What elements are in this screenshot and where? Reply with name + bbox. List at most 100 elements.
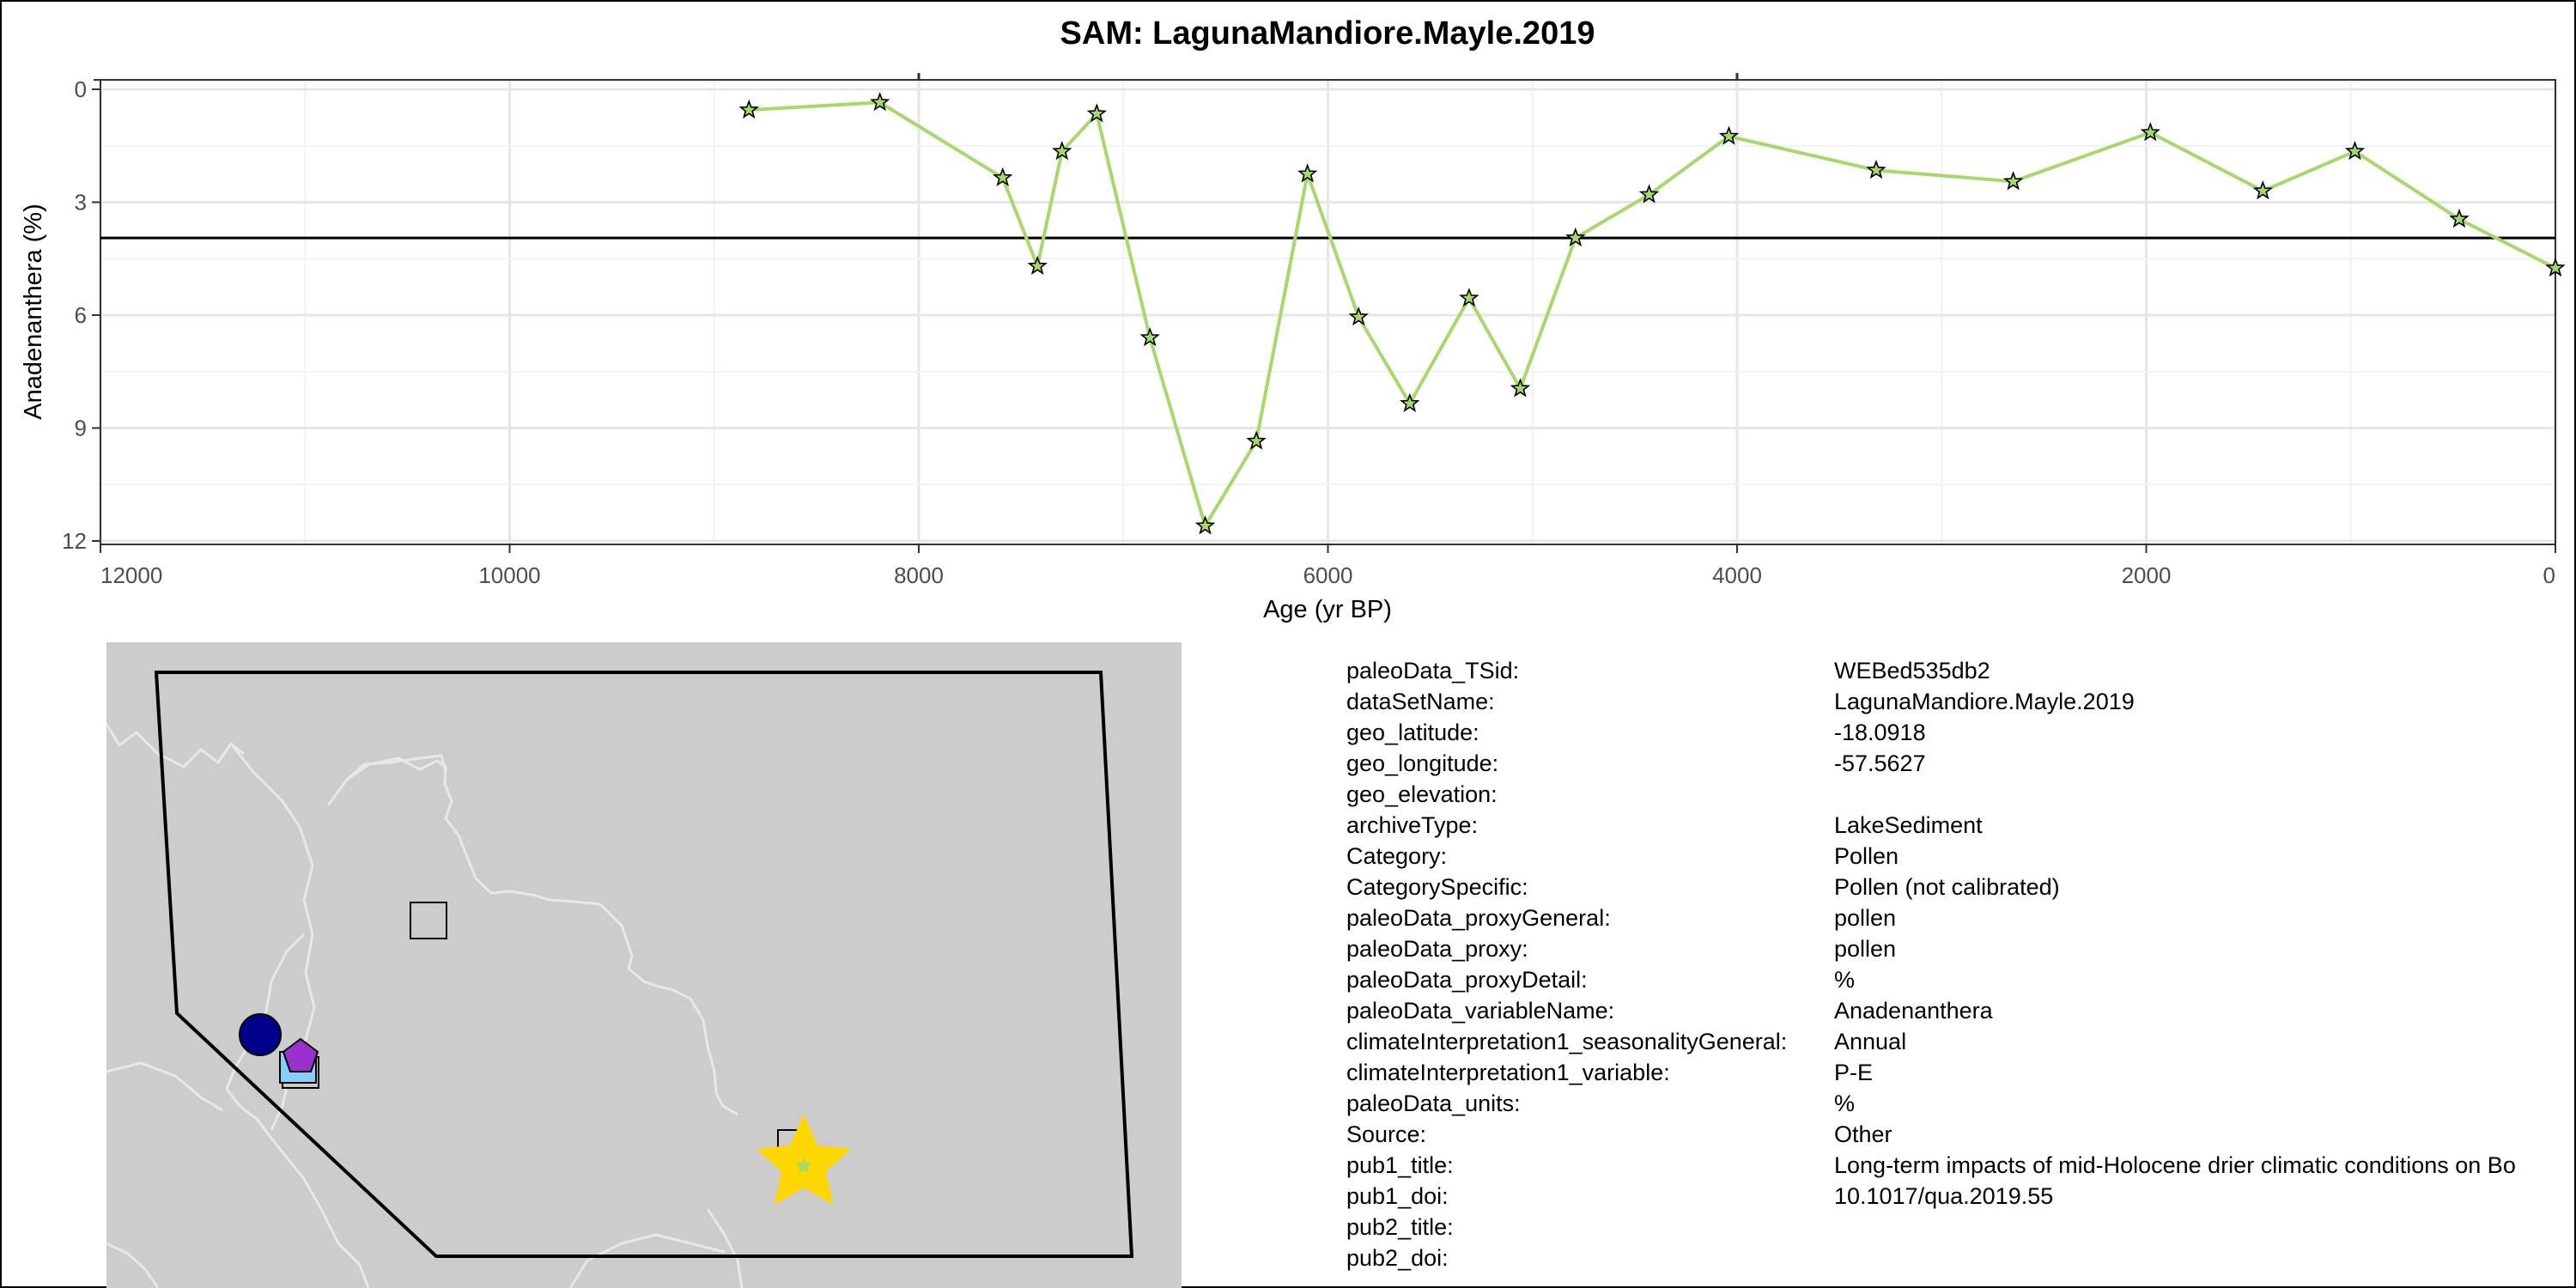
metadata-key: archiveType: xyxy=(1346,812,1479,838)
data-series xyxy=(738,92,2566,535)
metadata-row: pub1_doi: 10.1017/qua.2019.55 xyxy=(1346,1183,2576,1214)
metadata-key: geo_elevation: xyxy=(1346,781,1498,807)
y-tick-label: 12 xyxy=(62,528,87,554)
metadata-row: CategorySpecific: Pollen (not calibrated) xyxy=(1346,874,2576,905)
metadata-row: Category: Pollen xyxy=(1346,843,2576,874)
country-borders xyxy=(106,723,744,1288)
data-point-star xyxy=(993,167,1013,186)
metadata-key: geo_latitude: xyxy=(1346,720,1479,745)
metadata-key: climateInterpretation1_seasonalityGenera… xyxy=(1346,1029,1788,1054)
data-point-star xyxy=(1194,515,1216,535)
x-tick-label: 6000 xyxy=(1303,562,1353,588)
data-point-star xyxy=(1718,125,1740,145)
site-marker-circle xyxy=(239,1013,282,1056)
metadata-key: paleoData_proxy: xyxy=(1346,936,1528,962)
metadata-key: paleoData_TSid: xyxy=(1346,658,1520,683)
metadata-key: paleoData_proxyDetail: xyxy=(1346,967,1588,993)
data-point-star xyxy=(1027,255,1048,275)
metadata-row: geo_elevation: xyxy=(1346,781,2576,812)
x-axis-label: Age (yr BP) xyxy=(1263,596,1392,623)
data-point-star xyxy=(1866,159,1886,179)
data-point-star xyxy=(738,99,759,119)
metadata-key: climateInterpretation1_variable: xyxy=(1346,1060,1670,1085)
metadata-row: paleoData_TSid: WEBed535db2 xyxy=(1346,658,2576,689)
metadata-value: Annual xyxy=(1834,1029,1907,1054)
metadata-row: climateInterpretation1_seasonalityGenera… xyxy=(1346,1029,2576,1060)
metadata-value: Pollen (not calibrated) xyxy=(1834,874,2060,900)
metadata-row: climateInterpretation1_variable: P-E xyxy=(1346,1060,2576,1091)
metadata-value: P-E xyxy=(1834,1060,1874,1085)
metadata-value: % xyxy=(1834,967,1856,993)
data-point-star xyxy=(1565,227,1586,247)
metadata-row: archiveType: LakeSediment xyxy=(1346,812,2576,843)
metadata-row: paleoData_proxyDetail:% xyxy=(1346,967,2576,998)
metadata-value: Other xyxy=(1834,1121,1893,1147)
metadata-key: CategorySpecific: xyxy=(1346,874,1528,900)
data-point-star xyxy=(2449,208,2470,228)
metadata-row: paleoData_proxy: pollen xyxy=(1346,936,2576,967)
metadata-table: paleoData_TSid: WEBed535db2 dataSetName: La… xyxy=(1346,658,2576,1285)
metadata-row: geo_longitude: -57.5627 xyxy=(1346,750,2576,781)
data-point-star xyxy=(2002,171,2024,191)
metadata-value: 10.1017/qua.2019.55 xyxy=(1834,1183,2054,1209)
metadata-value: Anadenanthera xyxy=(1834,998,1993,1024)
metadata-key: pub1_doi: xyxy=(1346,1183,1449,1209)
metadata-row: Source: Other xyxy=(1346,1121,2576,1152)
current-site-star-center xyxy=(795,1157,812,1174)
metadata-row: pub1_title: Long-term impacts of mid-Holo… xyxy=(1346,1152,2576,1183)
x-tick-label: 0 xyxy=(2543,562,2555,588)
metadata-key: paleoData_proxyGeneral: xyxy=(1346,905,1611,931)
metadata-row: geo_latitude: -18.0918 xyxy=(1346,720,2576,750)
data-point-star xyxy=(1510,378,1531,398)
chart-title: SAM: LagunaMandiore.Mayle.2019 xyxy=(1060,15,1595,52)
x-tick-label: 12000 xyxy=(100,562,162,588)
y-tick-label: 3 xyxy=(75,190,87,216)
data-point-star xyxy=(1052,141,1072,161)
y-tick-label: 0 xyxy=(75,76,87,102)
series-line xyxy=(749,100,2556,528)
metadata-value: LakeSediment xyxy=(1834,812,1983,838)
metadata-value: Long-term impacts of mid-Holocene drier … xyxy=(1834,1152,2516,1178)
metadata-value: WEBed535db2 xyxy=(1834,658,1990,683)
axes: 12000 10000 8000 6000 4000 2000 0 0 3 6 9 12 xyxy=(62,73,2556,588)
data-point-star xyxy=(1246,430,1267,450)
metadata-key: paleoData_variableName: xyxy=(1346,998,1615,1024)
metadata-row: dataSetName: LagunaMandiore.Mayle.2019 xyxy=(1346,689,2576,720)
metadata-key: Category: xyxy=(1346,843,1448,869)
data-point-star xyxy=(2545,257,2566,277)
metadata-key: pub2_doi: xyxy=(1346,1245,1449,1271)
site-marker-pentagon xyxy=(282,1037,319,1072)
metadata-row: paleoData_proxyGeneral: pollen xyxy=(1346,905,2576,936)
metadata-value: -57.5627 xyxy=(1834,750,1926,776)
y-axis-label: Anadenanthera (%) xyxy=(20,204,47,420)
site-location-map xyxy=(106,642,1182,1288)
data-point-star xyxy=(1400,392,1420,412)
metadata-key: Source: xyxy=(1346,1121,1427,1147)
metadata-row: pub2_title: xyxy=(1346,1214,2576,1245)
site-marker-square xyxy=(410,902,447,939)
metadata-key: paleoData_units: xyxy=(1346,1091,1521,1116)
data-point-star xyxy=(1086,103,1107,123)
metadata-key: geo_longitude: xyxy=(1346,750,1499,776)
data-point-star xyxy=(1297,163,1318,183)
metadata-value: pollen xyxy=(1834,936,1897,962)
metadata-row: paleoData_units:% xyxy=(1346,1091,2576,1121)
metadata-value: -18.0918 xyxy=(1834,720,1926,745)
gridlines xyxy=(99,80,2557,544)
metadata-value: pollen xyxy=(1834,905,1897,931)
data-point-star xyxy=(1348,306,1369,326)
metadata-value: Pollen xyxy=(1834,843,1899,869)
metadata-value: % xyxy=(1834,1091,1856,1116)
data-point-star xyxy=(870,92,890,112)
metadata-value: LagunaMandiore.Mayle.2019 xyxy=(1834,689,2135,714)
metadata-row: paleoData_variableName: Anadenanthera xyxy=(1346,998,2576,1029)
data-point-star xyxy=(2344,141,2366,161)
data-point-star xyxy=(1139,327,1160,347)
data-point-star xyxy=(1638,184,1660,204)
metadata-row: pub2_doi: xyxy=(1346,1245,2576,1276)
metadata-key: pub2_title: xyxy=(1346,1214,1454,1240)
x-tick-label: 2000 xyxy=(2122,562,2172,588)
y-tick-label: 9 xyxy=(75,416,87,441)
map-background xyxy=(106,642,1182,1288)
